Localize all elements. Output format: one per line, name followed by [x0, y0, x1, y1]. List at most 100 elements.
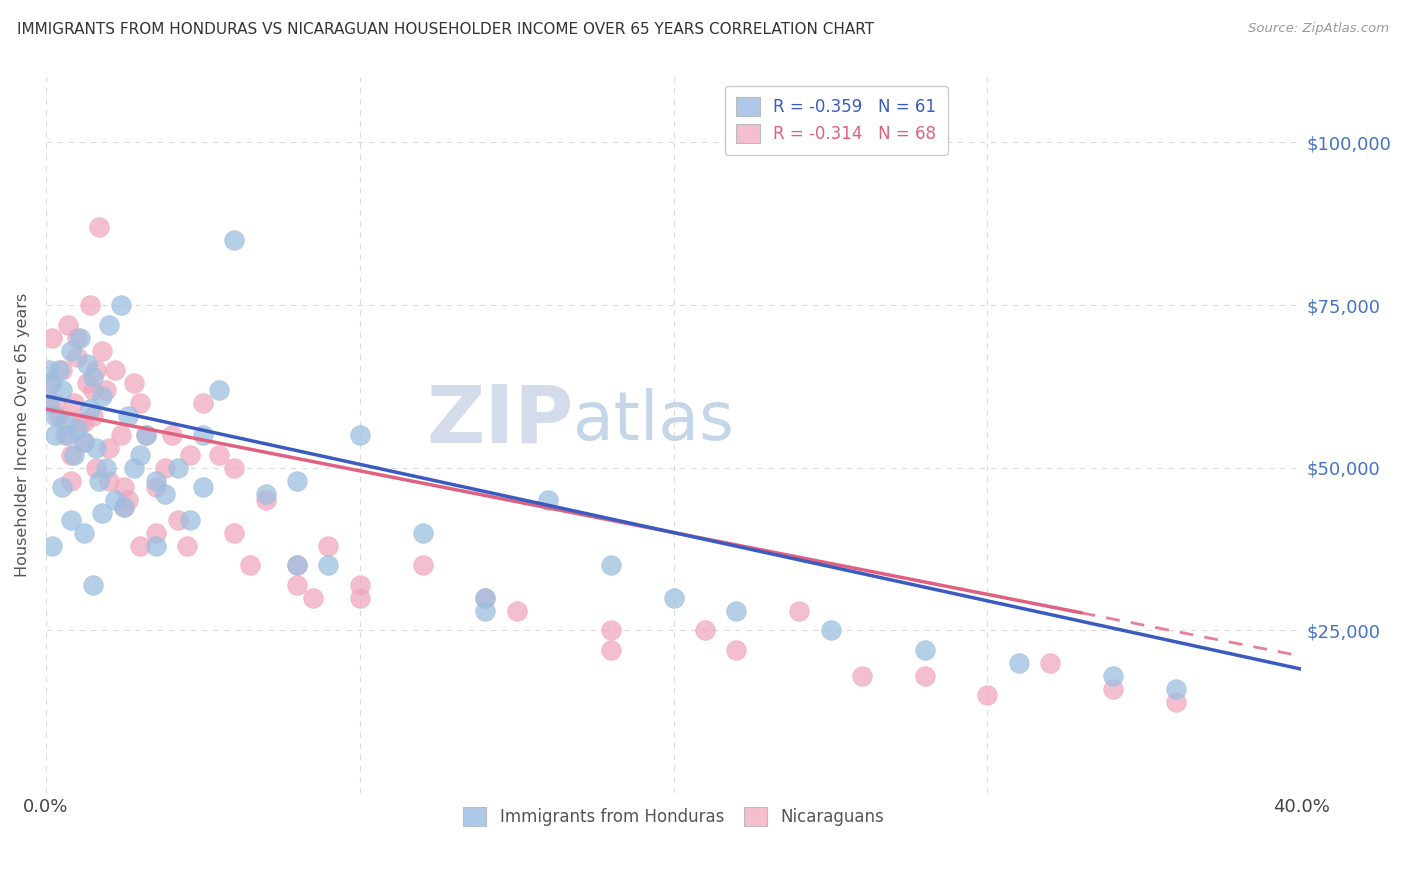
Point [91, 506, 114, 520]
Point [191, 480, 214, 494]
Point [56, 318, 79, 332]
Point [914, 642, 936, 657]
Point [79, 298, 101, 312]
Point [254, 493, 277, 508]
Point [60, 343, 83, 358]
Point [41, 376, 63, 390]
Point [474, 591, 496, 605]
Point [155, 460, 177, 475]
Point [1008, 656, 1031, 670]
Point [60, 512, 83, 526]
Point [145, 480, 167, 494]
Y-axis label: Householder Income Over 65 years: Householder Income Over 65 years [15, 293, 30, 577]
Point [599, 642, 621, 657]
Point [179, 512, 201, 526]
Point [89, 219, 111, 234]
Point [1164, 681, 1187, 696]
Point [207, 448, 229, 462]
Point [254, 486, 277, 500]
Point [66, 330, 89, 344]
Point [224, 233, 246, 247]
Point [89, 474, 111, 488]
Point [285, 558, 308, 573]
Point [110, 298, 132, 312]
Point [82, 409, 104, 423]
Point [318, 558, 340, 573]
Point [51, 363, 73, 377]
Point [72, 434, 94, 449]
Point [160, 428, 183, 442]
Point [44, 395, 66, 409]
Point [53, 428, 76, 442]
Point [72, 525, 94, 540]
Text: IMMIGRANTS FROM HONDURAS VS NICARAGUAN HOUSEHOLDER INCOME OVER 65 YEARS CORRELAT: IMMIGRANTS FROM HONDURAS VS NICARAGUAN H… [17, 22, 875, 37]
Point [349, 577, 371, 591]
Point [41, 539, 63, 553]
Point [725, 604, 748, 618]
Point [301, 591, 323, 605]
Point [44, 428, 66, 442]
Point [207, 383, 229, 397]
Point [48, 409, 70, 423]
Point [66, 350, 89, 364]
Point [914, 668, 936, 682]
Point [48, 363, 70, 377]
Point [41, 330, 63, 344]
Point [129, 448, 152, 462]
Point [94, 383, 117, 397]
Point [239, 558, 262, 573]
Point [166, 460, 188, 475]
Point [104, 493, 127, 508]
Point [69, 415, 91, 429]
Point [44, 409, 66, 423]
Point [820, 623, 842, 637]
Point [787, 604, 810, 618]
Point [38, 376, 60, 390]
Point [63, 448, 86, 462]
Point [82, 369, 104, 384]
Point [117, 409, 139, 423]
Point [69, 330, 91, 344]
Point [135, 428, 157, 442]
Point [537, 493, 560, 508]
Point [1039, 656, 1062, 670]
Point [79, 402, 101, 417]
Point [60, 474, 83, 488]
Point [82, 577, 104, 591]
Point [91, 389, 114, 403]
Point [285, 558, 308, 573]
Point [72, 434, 94, 449]
Point [76, 376, 98, 390]
Point [155, 486, 177, 500]
Point [725, 642, 748, 657]
Point [60, 448, 83, 462]
Point [1164, 695, 1187, 709]
Point [285, 577, 308, 591]
Point [84, 363, 107, 377]
Point [104, 363, 127, 377]
Point [599, 623, 621, 637]
Point [693, 623, 716, 637]
Point [191, 395, 214, 409]
Point [63, 395, 86, 409]
Point [129, 539, 152, 553]
Point [145, 525, 167, 540]
Point [122, 376, 145, 390]
Point [53, 415, 76, 429]
Text: Source: ZipAtlas.com: Source: ZipAtlas.com [1249, 22, 1389, 36]
Point [176, 539, 198, 553]
Point [349, 591, 371, 605]
Point [474, 591, 496, 605]
Point [662, 591, 685, 605]
Point [97, 441, 120, 455]
Point [112, 480, 135, 494]
Point [110, 428, 132, 442]
Point [191, 428, 214, 442]
Point [56, 428, 79, 442]
Point [84, 460, 107, 475]
Point [145, 539, 167, 553]
Text: atlas: atlas [574, 388, 734, 454]
Point [38, 395, 60, 409]
Point [51, 383, 73, 397]
Point [599, 558, 621, 573]
